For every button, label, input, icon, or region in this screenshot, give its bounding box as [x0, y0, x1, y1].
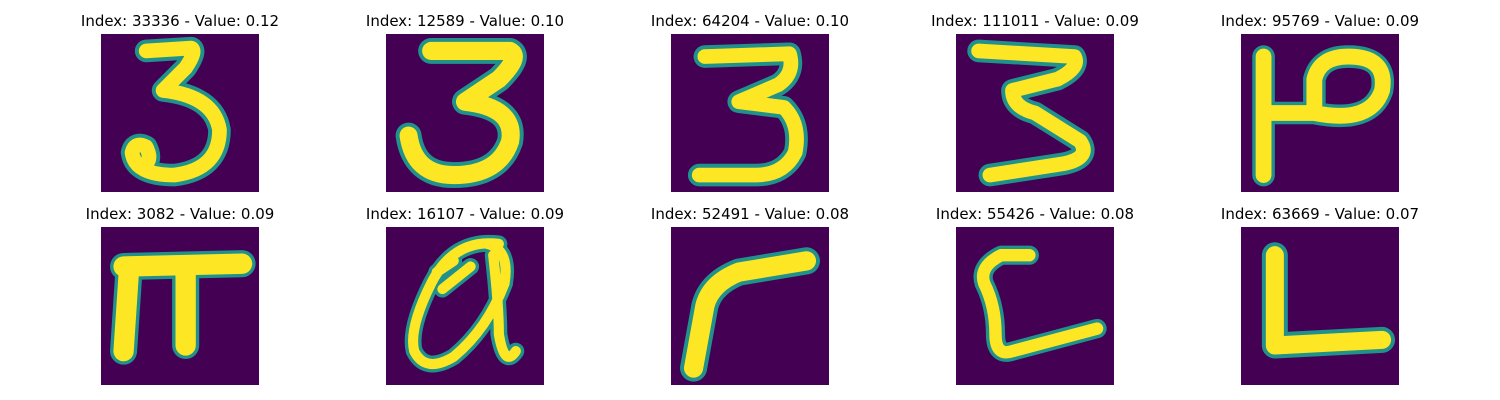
digit-image [956, 34, 1114, 192]
panel-title: Index: 33336 - Value: 0.12 [80, 12, 280, 30]
digit-image [1241, 34, 1399, 192]
digit-image [671, 227, 829, 385]
panel-title: Index: 3082 - Value: 0.09 [85, 205, 275, 223]
panel-title: Index: 95769 - Value: 0.09 [1220, 12, 1420, 30]
digit-image [956, 227, 1114, 385]
panel-title: Index: 52491 - Value: 0.08 [650, 205, 850, 223]
panel-title: Index: 12589 - Value: 0.10 [365, 12, 565, 30]
panel-title: Index: 16107 - Value: 0.09 [365, 205, 565, 223]
panel-title: Index: 63669 - Value: 0.07 [1220, 205, 1420, 223]
panel-title: Index: 55426 - Value: 0.08 [935, 205, 1135, 223]
panel-title: Index: 111011 - Value: 0.09 [931, 12, 1139, 30]
digit-image [101, 34, 259, 192]
digit-image [671, 34, 829, 192]
panel-title: Index: 64204 - Value: 0.10 [650, 12, 850, 30]
digit-image [386, 227, 544, 385]
digit-image [101, 227, 259, 385]
digit-image [386, 34, 544, 192]
digit-image [1241, 227, 1399, 385]
